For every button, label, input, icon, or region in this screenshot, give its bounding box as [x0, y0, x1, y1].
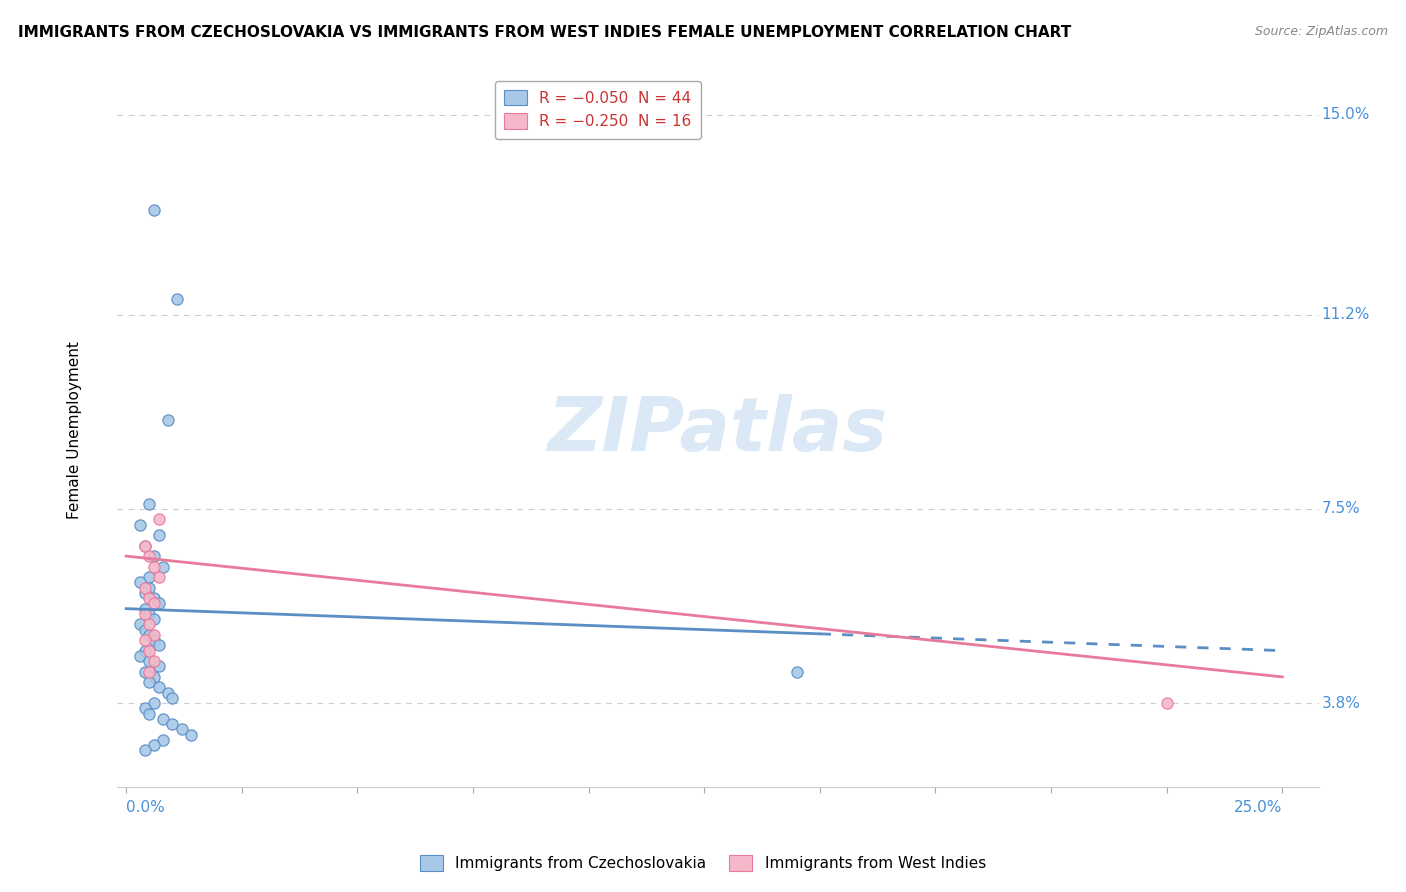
Legend: R = −0.050  N = 44, R = −0.250  N = 16: R = −0.050 N = 44, R = −0.250 N = 16	[495, 80, 700, 138]
Legend: Immigrants from Czechoslovakia, Immigrants from West Indies: Immigrants from Czechoslovakia, Immigran…	[415, 849, 991, 877]
Point	[138, 549, 160, 563]
Point	[138, 675, 160, 690]
Point	[148, 639, 170, 653]
Point	[156, 686, 179, 700]
Point	[142, 696, 165, 710]
Point	[138, 654, 160, 668]
Point	[134, 743, 156, 757]
Point	[142, 738, 165, 752]
Point	[134, 539, 156, 553]
Point	[148, 681, 170, 695]
Point	[134, 623, 156, 637]
Point	[129, 617, 152, 632]
Point	[148, 512, 170, 526]
Point	[148, 596, 170, 610]
Point	[138, 643, 160, 657]
Point	[142, 628, 165, 642]
Point	[138, 628, 160, 642]
Point	[129, 648, 152, 663]
Point	[148, 659, 170, 673]
Point	[134, 701, 156, 715]
Point	[180, 728, 202, 742]
Point	[162, 717, 184, 731]
Text: 25.0%: 25.0%	[1234, 800, 1282, 815]
Text: 11.2%: 11.2%	[1322, 307, 1369, 322]
Point	[170, 723, 193, 737]
Text: Female Unemployment: Female Unemployment	[67, 341, 83, 519]
Text: Source: ZipAtlas.com: Source: ZipAtlas.com	[1254, 25, 1388, 38]
Text: 0.0%: 0.0%	[127, 800, 165, 815]
Point	[142, 559, 165, 574]
Point	[138, 706, 160, 721]
Point	[142, 670, 165, 684]
Point	[142, 591, 165, 606]
Point	[786, 665, 808, 679]
Point	[142, 549, 165, 563]
Point	[134, 643, 156, 657]
Point	[1156, 696, 1178, 710]
Point	[138, 581, 160, 595]
Text: 15.0%: 15.0%	[1322, 108, 1369, 122]
Point	[134, 607, 156, 621]
Point	[134, 581, 156, 595]
Point	[138, 497, 160, 511]
Point	[162, 690, 184, 705]
Point	[134, 539, 156, 553]
Point	[152, 733, 174, 747]
Point	[148, 528, 170, 542]
Point	[134, 586, 156, 600]
Point	[134, 633, 156, 648]
Text: ZIPatlas: ZIPatlas	[548, 393, 889, 467]
Point	[129, 517, 152, 532]
Point	[138, 665, 160, 679]
Point	[148, 570, 170, 584]
Text: IMMIGRANTS FROM CZECHOSLOVAKIA VS IMMIGRANTS FROM WEST INDIES FEMALE UNEMPLOYMEN: IMMIGRANTS FROM CZECHOSLOVAKIA VS IMMIGR…	[18, 25, 1071, 40]
Point	[166, 292, 188, 306]
Text: 7.5%: 7.5%	[1322, 501, 1361, 516]
Point	[142, 612, 165, 626]
Point	[152, 559, 174, 574]
Point	[156, 412, 179, 426]
Point	[138, 570, 160, 584]
Text: 3.8%: 3.8%	[1322, 696, 1361, 711]
Point	[134, 665, 156, 679]
Point	[142, 654, 165, 668]
Point	[142, 596, 165, 610]
Point	[142, 202, 165, 217]
Point	[129, 575, 152, 590]
Point	[138, 617, 160, 632]
Point	[138, 607, 160, 621]
Point	[138, 591, 160, 606]
Point	[152, 712, 174, 726]
Point	[142, 633, 165, 648]
Point	[134, 601, 156, 615]
